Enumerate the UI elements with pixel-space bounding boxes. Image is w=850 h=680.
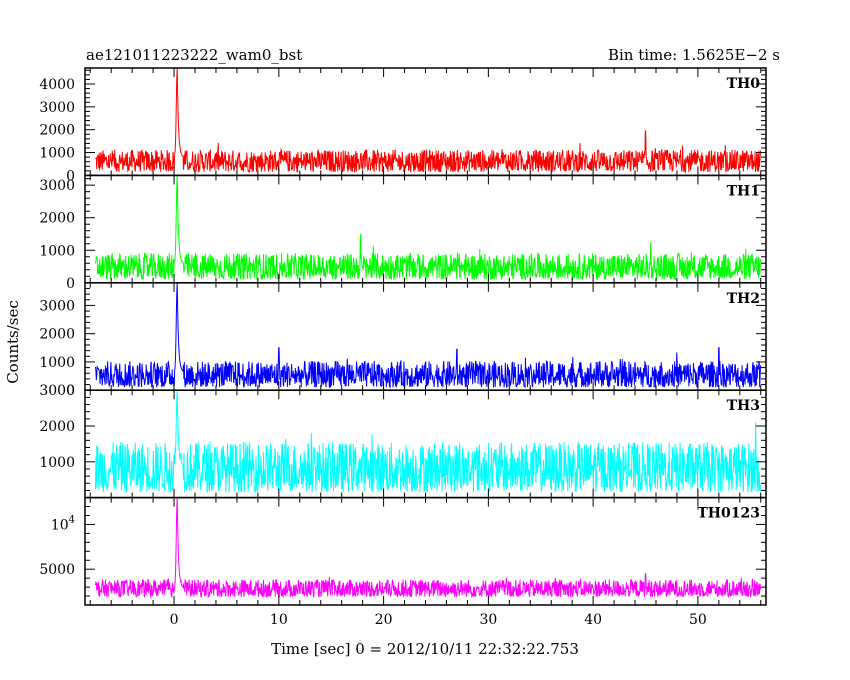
series-line-th1: [94, 175, 762, 281]
y-tick-label: 5000: [39, 562, 75, 578]
y-tick-label: 2000: [39, 419, 75, 435]
y-axis-title: Counts/sec: [4, 300, 22, 384]
y-tick-label: 3000: [39, 100, 75, 116]
y-tick-label: 1000: [39, 243, 75, 259]
y-tick-label: 2000: [39, 211, 75, 227]
panel-label: TH1: [727, 183, 760, 199]
x-tick-label: 20: [375, 612, 393, 628]
y-tick-label: 2000: [39, 327, 75, 343]
y-tick-label: 4000: [39, 77, 75, 93]
panel-label: TH2: [727, 291, 760, 307]
panel-th3: 1000 2000 3000 TH3: [39, 383, 767, 499]
bin-time-label: Bin time: 1.5625E−2 s: [608, 46, 780, 64]
series-line-th0: [95, 67, 762, 174]
y-tick-label: 0: [66, 168, 75, 184]
x-tick-label: 40: [584, 612, 602, 628]
y-tick-label: 1000: [39, 146, 75, 162]
y-tick-label: 104: [51, 514, 75, 533]
y-tick-label: 2000: [39, 123, 75, 139]
panel-th1: 0 1000 2000 3000 TH1: [39, 174, 767, 292]
y-tick-label: 3000: [39, 383, 75, 399]
y-tick-label: 3000: [39, 178, 75, 194]
x-tick-label: 10: [270, 612, 288, 628]
series-line-th0123: [94, 497, 762, 599]
panel-label: TH0123: [697, 506, 760, 522]
panel-th0123: 5000 104 TH0123: [39, 496, 767, 606]
series-line-th2: [94, 282, 762, 389]
y-tick-label: 3000: [39, 298, 75, 314]
panel-label: TH3: [727, 398, 760, 414]
x-tick-label: 50: [689, 612, 707, 628]
x-axis-title: Time [sec] 0 = 2012/10/11 22:32:22.753: [271, 640, 579, 658]
chart-title: ae121011223222_wam0_bst: [86, 46, 302, 64]
series-line-th3: [94, 390, 762, 494]
x-tick-label: 0: [170, 612, 179, 628]
panel-th0: 0 1000 2000 3000 4000 TH0: [39, 67, 767, 184]
panel-label: TH0: [727, 76, 761, 92]
y-tick-label: 0: [66, 383, 75, 399]
x-tick-label: 30: [479, 612, 497, 628]
panel-th2: 0 1000 2000 3000 TH2: [39, 282, 767, 399]
y-tick-label: 0: [66, 276, 75, 292]
y-tick-label: 1000: [39, 355, 75, 371]
y-tick-label: 1000: [39, 455, 75, 471]
